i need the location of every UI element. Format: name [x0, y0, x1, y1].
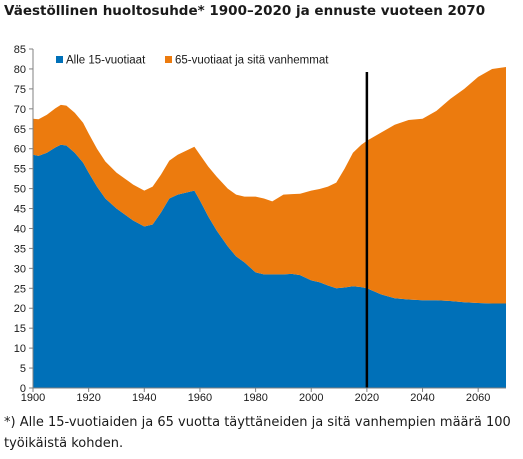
x-tick-label: 1960: [188, 392, 212, 404]
x-tick-label: 2060: [466, 392, 490, 404]
y-tick-label: 30: [14, 263, 26, 275]
legend-label-1: Alle 15-vuotiaat: [66, 55, 146, 67]
x-tick-label: 1900: [21, 392, 45, 404]
y-tick-label: 20: [14, 303, 26, 315]
y-tick-label: 80: [14, 64, 26, 76]
y-tick-label: 40: [14, 223, 26, 235]
y-tick-label: 50: [14, 184, 26, 196]
axes: 0 5 10 15 20 25 30 35 40 45 50 55 60 65 70 75 80 85 1900 19…: [14, 44, 506, 404]
y-tick-label: 0: [20, 383, 26, 395]
y-tick-label: 15: [14, 323, 26, 335]
y-tick-label: 5: [20, 363, 26, 375]
area-series-2: [33, 66, 506, 304]
x-tick-label: 1920: [76, 392, 100, 404]
y-tick-label: 60: [14, 144, 26, 156]
y-tick-label: 75: [14, 84, 26, 96]
footnote: *) Alle 15-vuotiaiden ja 65 vuotta täytt…: [4, 415, 511, 451]
y-tick-label: 65: [14, 124, 26, 136]
y-tick-label: 85: [14, 44, 26, 56]
stacked-area-chart: 0 5 10 15 20 25 30 35 40 45 50 55 60 65 70 75 80 85 1900 19…: [14, 44, 506, 404]
area-series-1: [33, 144, 506, 388]
legend-swatch-1: [56, 56, 63, 63]
y-tick-label: 10: [14, 343, 26, 355]
legend: Alle 15-vuotiaat 65-vuotiaat ja sitä vanh…: [56, 55, 329, 67]
plot-area: [33, 66, 506, 388]
x-tick-label: 2040: [410, 392, 434, 404]
x-tick-label: 2000: [299, 392, 323, 404]
chart-title: Väestöllinen huoltosuhde* 1900–2020 ja e…: [4, 3, 486, 19]
x-tick-label: 1940: [132, 392, 156, 404]
y-tick-label: 35: [14, 243, 26, 255]
y-tick-label: 70: [14, 104, 26, 116]
y-tick-label: 25: [14, 283, 26, 295]
legend-label-2: 65-vuotiaat ja sitä vanhemmat: [175, 55, 329, 67]
y-tick-label: 45: [14, 204, 26, 216]
x-tick-label: 1980: [243, 392, 267, 404]
legend-swatch-2: [165, 56, 172, 63]
x-tick-label: 2020: [355, 392, 379, 404]
y-tick-label: 55: [14, 164, 26, 176]
